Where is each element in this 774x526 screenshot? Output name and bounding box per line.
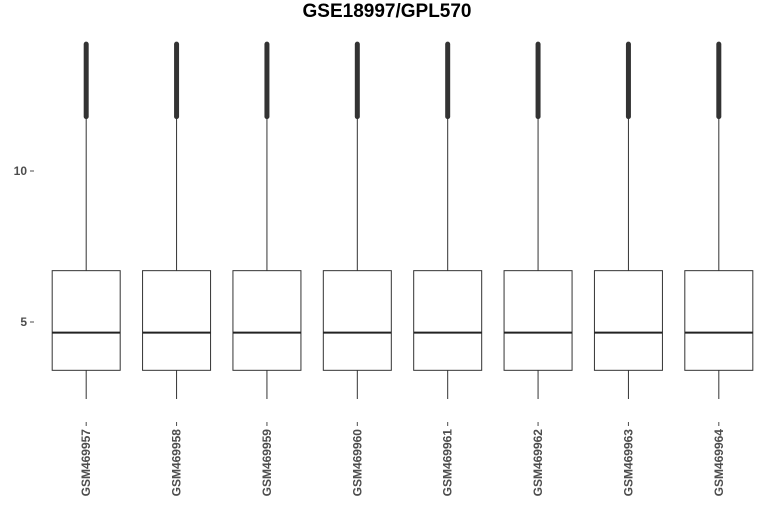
iqr-box: [503, 270, 573, 371]
box-GSM469959: [232, 41, 302, 400]
x-tick-label: GSM469964: [712, 429, 726, 497]
y-tick-label: 5: [20, 315, 27, 329]
x-tick-label: GSM469962: [531, 429, 545, 497]
y-tick-label: 10: [14, 164, 28, 178]
box-GSM469961: [413, 41, 483, 400]
x-tick-label: GSM469961: [441, 429, 455, 497]
box-GSM469958: [142, 41, 212, 400]
box-GSM469960: [322, 41, 392, 400]
box-GSM469964: [684, 41, 754, 400]
x-tick-label: GSM469958: [170, 429, 184, 497]
iqr-box: [232, 270, 302, 371]
y-axis: 5 10: [14, 164, 34, 329]
x-tick-label: GSM469960: [350, 429, 364, 497]
iqr-box: [593, 270, 663, 371]
iqr-box: [684, 270, 754, 371]
iqr-box: [142, 270, 212, 371]
iqr-box: [322, 270, 392, 371]
box-GSM469957: [51, 41, 121, 400]
x-axis: GSM469957 GSM469958 GSM469959 GSM469960 GSM4…: [79, 422, 726, 496]
x-tick-label: GSM469959: [260, 429, 274, 497]
box-GSM469963: [593, 41, 663, 400]
iqr-box: [51, 270, 121, 371]
chart-title: GSE18997/GPL570: [302, 1, 472, 22]
boxes-layer: [51, 41, 754, 400]
box-GSM469962: [503, 41, 573, 400]
iqr-box: [413, 270, 483, 371]
x-tick-label: GSM469963: [621, 429, 635, 497]
x-tick-label: GSM469957: [79, 429, 93, 497]
